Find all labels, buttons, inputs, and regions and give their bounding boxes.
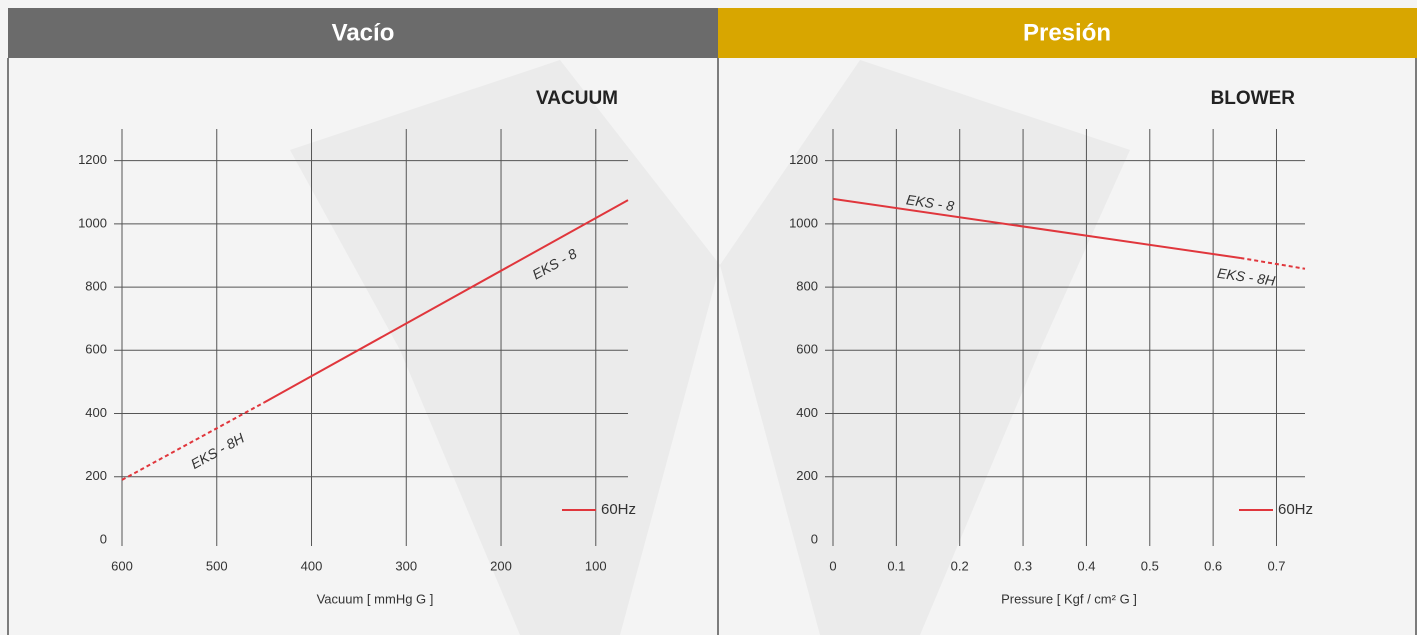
x-tick-label: 0.7	[1267, 558, 1285, 573]
x-tick-label: 400	[301, 558, 323, 573]
y-tick-label: 0	[100, 531, 107, 546]
chart-title: BLOWER	[1211, 88, 1296, 109]
y-tick-label: 800	[796, 279, 818, 294]
y-tick-label: 1000	[789, 215, 818, 230]
x-tick-label: 0.2	[951, 558, 969, 573]
x-tick-label: 0.4	[1077, 558, 1095, 573]
y-tick-label: 1200	[78, 152, 107, 167]
y-tick-label: 600	[85, 342, 107, 357]
panel-header: Vacío	[332, 19, 395, 46]
y-tick-label: 400	[796, 405, 818, 420]
series-label: EKS - 8	[905, 191, 955, 214]
chart-title: VACUUM	[536, 88, 618, 109]
y-tick-label: 200	[85, 468, 107, 483]
y-tick-label: 1200	[789, 152, 818, 167]
y-tick-label: 1000	[78, 215, 107, 230]
x-tick-label: 300	[395, 558, 417, 573]
header-bar	[718, 8, 1417, 58]
x-tick-label: 0.1	[887, 558, 905, 573]
x-tick-label: 100	[585, 558, 607, 573]
x-tick-label: 0.5	[1141, 558, 1159, 573]
x-tick-label: 600	[111, 558, 133, 573]
x-tick-label: 0	[829, 558, 836, 573]
data-line	[263, 199, 629, 404]
watermark	[720, 60, 1130, 635]
legend-label: 60Hz	[1278, 501, 1313, 518]
x-axis-label: Pressure [ Kgf / cm² G ]	[1001, 591, 1137, 606]
x-tick-label: 500	[206, 558, 228, 573]
watermark	[290, 60, 720, 635]
x-tick-label: 0.6	[1204, 558, 1222, 573]
data-line	[1240, 257, 1306, 270]
data-line	[121, 401, 265, 481]
y-tick-label: 600	[796, 342, 818, 357]
data-line	[832, 197, 1241, 259]
y-tick-label: 200	[796, 468, 818, 483]
x-tick-label: 0.3	[1014, 558, 1032, 573]
x-axis-label: Vacuum [ mmHg G ]	[317, 591, 434, 606]
panel-header: Presión	[1023, 19, 1111, 46]
y-tick-label: 400	[85, 405, 107, 420]
x-tick-label: 200	[490, 558, 512, 573]
header-bar	[8, 8, 718, 58]
y-tick-label: 800	[85, 279, 107, 294]
y-tick-label: 0	[811, 531, 818, 546]
legend-label: 60Hz	[601, 501, 636, 518]
